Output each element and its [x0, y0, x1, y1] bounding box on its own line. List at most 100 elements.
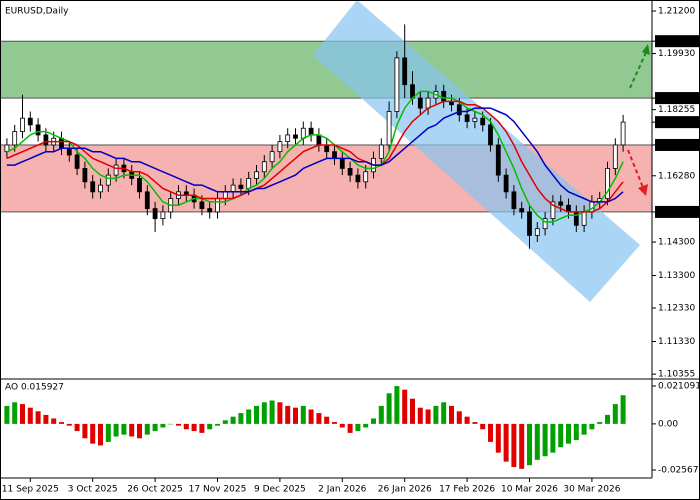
candle-body: [612, 144, 618, 169]
y-tick-label: 0.021091: [658, 381, 700, 391]
candle-body: [98, 184, 103, 193]
candle-body: [277, 141, 283, 153]
y-tick-label: 1.18600: [658, 94, 695, 104]
ao-bar: [300, 405, 306, 424]
ao-bar: [207, 423, 213, 430]
candle-body: [254, 171, 259, 179]
ao-bar: [394, 386, 400, 424]
ao-bar: [371, 418, 376, 424]
ao-bar: [222, 420, 228, 424]
ao-title: AO 0.015927: [5, 383, 64, 393]
ao-bar: [550, 423, 556, 453]
candle-body: [66, 147, 72, 156]
ao-bar: [558, 423, 564, 448]
candle-body: [402, 57, 408, 86]
arrowhead-up: [642, 44, 650, 55]
candle-body: [137, 178, 142, 193]
candle-body: [59, 137, 64, 149]
y-tick-label: 1.13300: [658, 271, 695, 281]
ao-bar: [441, 402, 447, 424]
y-tick-label: 1.16280: [658, 171, 695, 181]
y-tick-box: [655, 138, 699, 151]
candle-body: [332, 151, 337, 159]
candle-body: [324, 144, 330, 153]
candle-body: [316, 134, 322, 146]
candle-body: [425, 97, 431, 109]
ao-bar: [363, 423, 369, 428]
ao-bar: [332, 422, 337, 424]
ao-bar: [573, 423, 579, 441]
ao-bar: [90, 423, 96, 444]
ao-bar: [316, 413, 322, 424]
ao-bar: [4, 405, 10, 424]
ao-bar: [620, 395, 626, 424]
y-tick-label: 1.11330: [658, 337, 695, 347]
y-tick-box: [655, 92, 699, 105]
ao-bar: [410, 398, 415, 424]
ao-bar: [105, 423, 111, 442]
y-tick-label: 1.14300: [658, 238, 695, 248]
ao-bar: [129, 423, 135, 437]
candle-body: [300, 127, 306, 139]
x-tick-label: 2 Jan 2026: [318, 485, 366, 495]
y-tick-box: [655, 116, 699, 129]
candle-body: [230, 184, 236, 193]
ao-bar: [261, 402, 267, 424]
candle-body: [620, 121, 626, 146]
candle-body: [378, 144, 384, 159]
candle-body: [246, 178, 252, 189]
x-tick-label: 17 Nov 2025: [189, 485, 247, 495]
y-tick-label: 1.19930: [658, 49, 695, 59]
ao-bar: [152, 423, 158, 432]
candle-body: [82, 168, 88, 183]
y-tick-label: 1.17200: [658, 140, 695, 150]
candle-body: [480, 117, 486, 126]
candle-body: [605, 168, 610, 199]
candle-body: [495, 144, 501, 176]
candle-body: [144, 191, 150, 209]
ao-bar: [230, 416, 236, 424]
ao-bar: [495, 423, 501, 453]
y-tick-box: [655, 205, 699, 218]
ao-bar: [425, 409, 431, 424]
x-tick-label: 11 Sep 2025: [2, 485, 59, 495]
arrow-down: [627, 149, 645, 191]
candle-body: [363, 171, 369, 183]
x-tick-label: 9 Dec 2025: [254, 485, 306, 495]
ao-bar: [20, 404, 25, 424]
arrow-up: [629, 47, 649, 89]
ao-bar: [581, 423, 587, 435]
ao-bar: [121, 423, 127, 435]
candle-body: [20, 117, 25, 132]
ao-bar: [285, 405, 291, 424]
y-tick-label: 1.17882: [658, 118, 695, 128]
candle-body: [199, 201, 205, 209]
ao-bar: [511, 423, 517, 468]
candle-body: [464, 114, 470, 122]
candle-body: [394, 57, 400, 112]
candle-body: [113, 164, 119, 176]
candle-body: [285, 134, 291, 143]
ao-bar: [246, 409, 252, 424]
candle-body: [12, 131, 18, 146]
candle-body: [160, 211, 166, 220]
candle-body: [339, 157, 345, 169]
y-tick-label: 1.15200: [658, 207, 695, 217]
ao-bar: [176, 423, 181, 426]
ao-bar: [503, 423, 509, 462]
chart-title: EURUSD,Daily: [5, 7, 69, 17]
ao-bar: [527, 423, 532, 466]
candle-body: [472, 117, 478, 122]
ao-bar: [308, 409, 314, 424]
candle-body: [347, 168, 353, 176]
y-tick-label: -0.02567: [658, 466, 698, 476]
ao-bar: [113, 423, 119, 437]
ao-bar: [339, 423, 345, 428]
ao-bar: [191, 423, 197, 432]
y-tick-label: 1.20300: [658, 37, 695, 47]
ao-bar: [82, 423, 88, 439]
candle-body: [386, 111, 392, 146]
candle-body: [207, 208, 213, 213]
candle-body: [542, 218, 548, 230]
